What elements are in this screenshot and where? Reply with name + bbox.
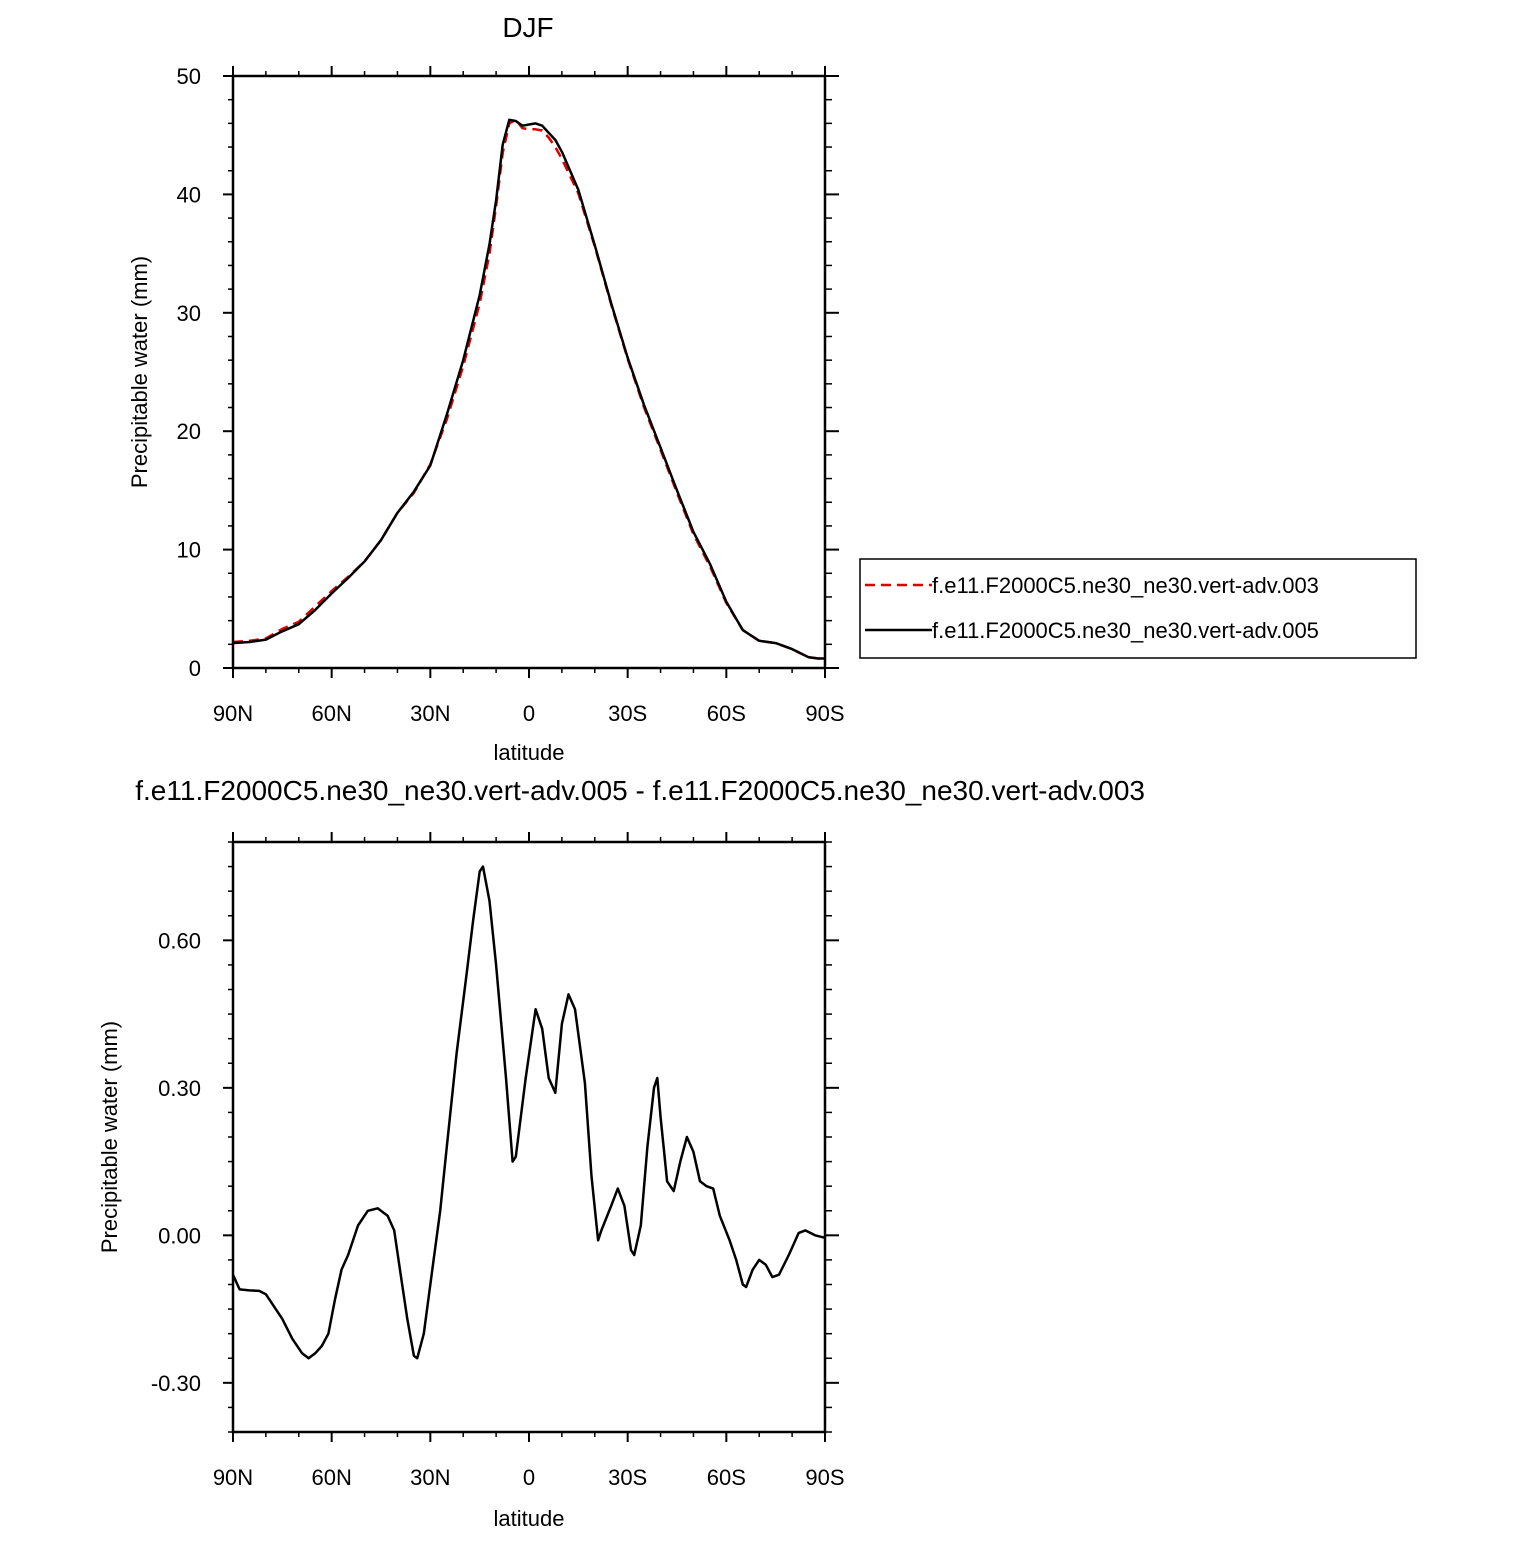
top-tick-labels: 90N 60N 30N 0 30S 60S 90S 0 10 20 30 40 50 bbox=[177, 64, 845, 726]
top-chart-title: DJF bbox=[502, 12, 553, 43]
top-series-line-1 bbox=[232, 118, 825, 660]
bottom-x-tick-label: 0 bbox=[523, 1465, 535, 1490]
top-y-tick-label: 30 bbox=[177, 301, 201, 326]
top-series-line-0 bbox=[232, 118, 825, 660]
top-x-tick-label: 0 bbox=[523, 701, 535, 726]
legend-label-003: f.e11.F2000C5.ne30_ne30.vert-adv.003 bbox=[932, 573, 1319, 598]
bottom-chart-panel: f.e11.F2000C5.ne30_ne30.vert-adv.005 - f… bbox=[97, 775, 1145, 1531]
top-x-axis-label: latitude bbox=[494, 740, 565, 765]
top-x-tick-label: 90S bbox=[805, 701, 844, 726]
top-y-tick-label: 20 bbox=[177, 419, 201, 444]
bottom-y-tick-label: -0.30 bbox=[151, 1371, 201, 1396]
top-y-tick-label: 10 bbox=[177, 538, 201, 563]
top-axis-ticks bbox=[223, 66, 839, 678]
top-chart-panel: DJF 90N 60N 30N 0 30S 60S 90S 0 10 20 30 40 50 latit… bbox=[127, 12, 1417, 765]
top-series-lines bbox=[232, 118, 825, 660]
bottom-series-lines bbox=[231, 865, 826, 1360]
top-x-tick-label: 60N bbox=[311, 701, 351, 726]
bottom-y-tick-label: 0.60 bbox=[158, 928, 201, 953]
bottom-x-tick-label: 30N bbox=[410, 1465, 450, 1490]
bottom-plot-frame bbox=[231, 840, 827, 1434]
top-y-tick-label: 0 bbox=[189, 656, 201, 681]
top-x-tick-label: 60S bbox=[707, 701, 746, 726]
bottom-series-line-0 bbox=[231, 865, 826, 1360]
legend: f.e11.F2000C5.ne30_ne30.vert-adv.003 f.e… bbox=[859, 558, 1417, 659]
bottom-y-tick-label: 0.00 bbox=[158, 1223, 201, 1248]
bottom-x-tick-label: 90S bbox=[805, 1465, 844, 1490]
bottom-x-tick-label: 60N bbox=[311, 1465, 351, 1490]
legend-label-005: f.e11.F2000C5.ne30_ne30.vert-adv.005 bbox=[932, 618, 1319, 643]
top-x-tick-label: 30S bbox=[608, 701, 647, 726]
top-y-tick-label: 40 bbox=[177, 182, 201, 207]
bottom-y-tick-label: 0.30 bbox=[158, 1076, 201, 1101]
bottom-x-axis-label: latitude bbox=[494, 1506, 565, 1531]
bottom-y-axis-label: Precipitable water (mm) bbox=[97, 1021, 122, 1253]
bottom-axis-ticks bbox=[223, 832, 839, 1442]
top-x-tick-label: 30N bbox=[410, 701, 450, 726]
top-x-tick-label: 90N bbox=[213, 701, 253, 726]
bottom-tick-labels: 90N 60N 30N 0 30S 60S 90S -0.30 0.00 0.30 0.60 bbox=[151, 928, 845, 1490]
bottom-x-tick-label: 30S bbox=[608, 1465, 647, 1490]
bottom-x-tick-label: 90N bbox=[213, 1465, 253, 1490]
bottom-x-tick-label: 60S bbox=[707, 1465, 746, 1490]
top-y-axis-label: Precipitable water (mm) bbox=[127, 256, 152, 488]
bottom-chart-title: f.e11.F2000C5.ne30_ne30.vert-adv.005 - f… bbox=[135, 775, 1145, 806]
top-plot-frame bbox=[231, 74, 827, 670]
top-y-tick-label: 50 bbox=[177, 64, 201, 89]
legend-box bbox=[859, 558, 1417, 659]
